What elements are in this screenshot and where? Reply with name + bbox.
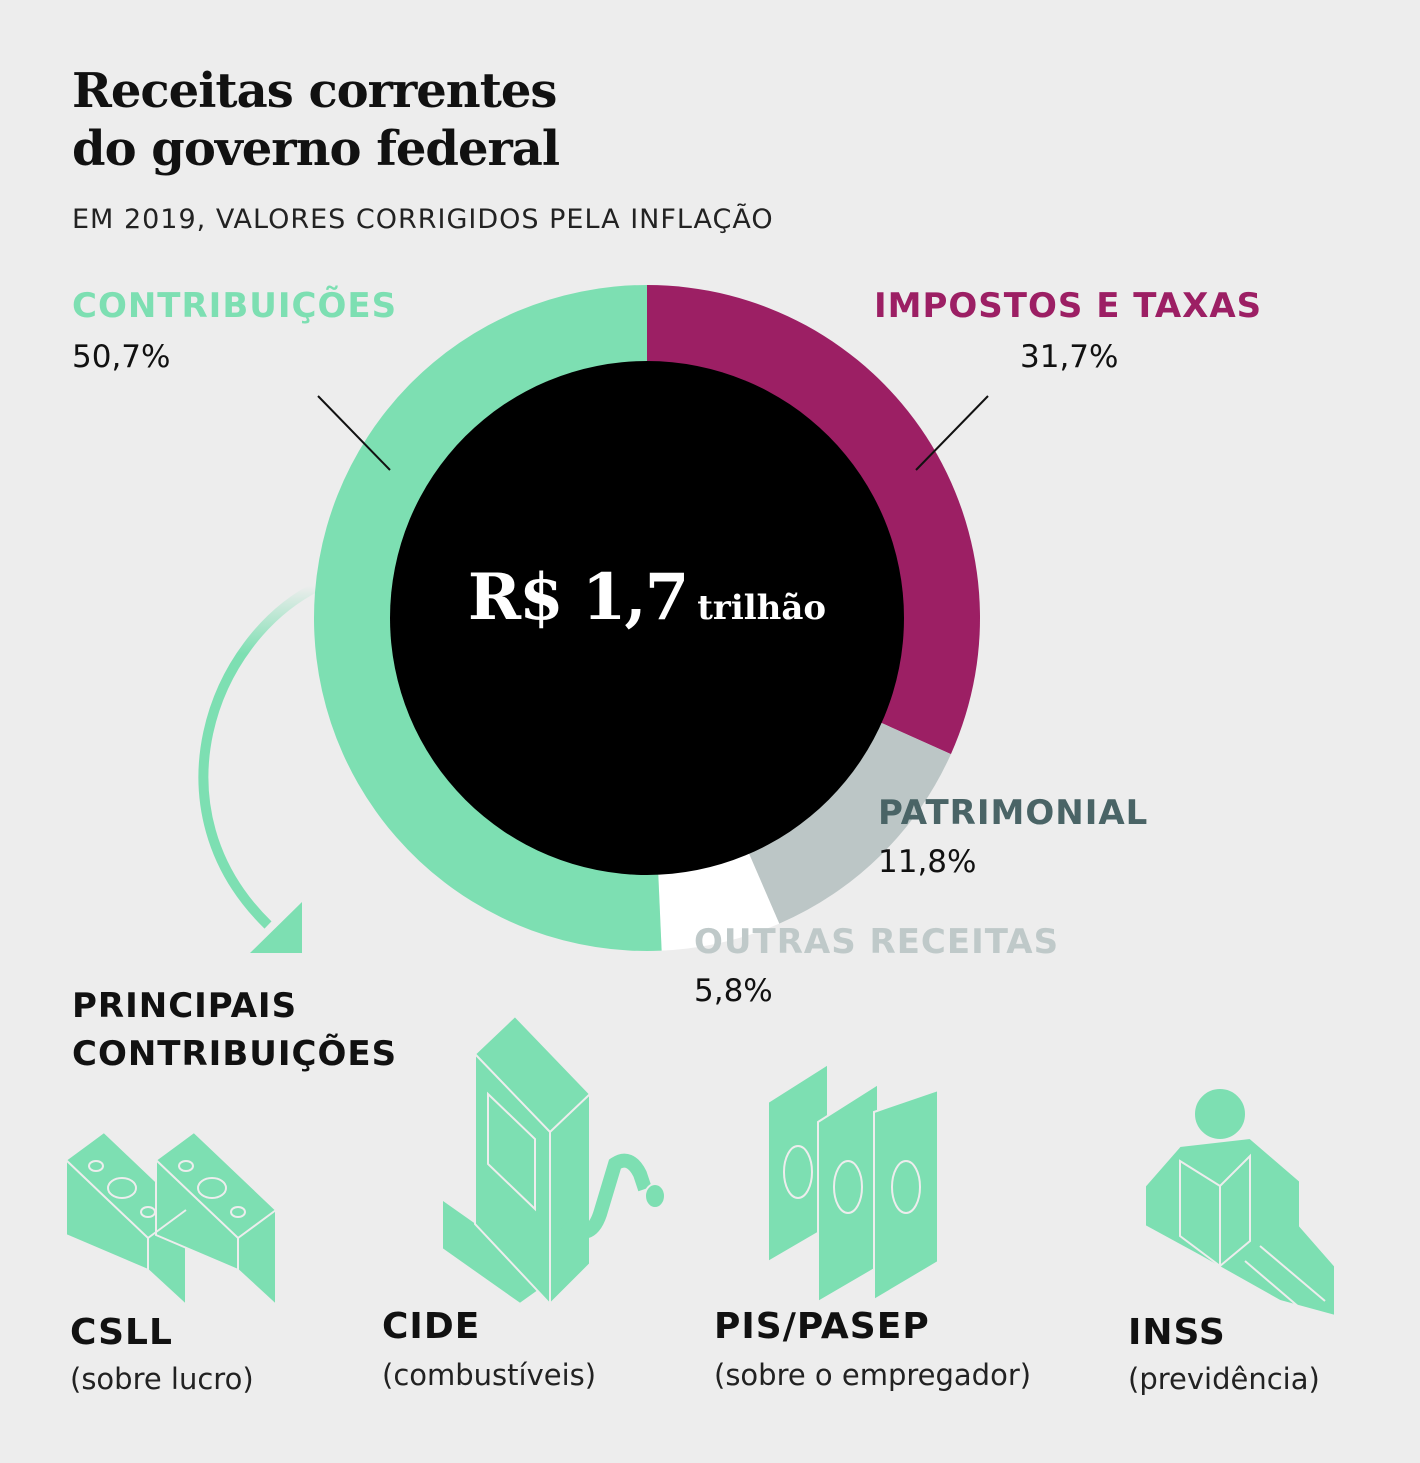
fuel-pump-icon — [441, 1014, 666, 1306]
chart-subtitle: EM 2019, VALORES CORRIGIDOS PELA INFLAÇÃ… — [72, 204, 774, 235]
arrow-head — [250, 902, 302, 953]
item-name-cide: CIDE — [382, 1306, 481, 1347]
retiree-icon — [1144, 1087, 1336, 1318]
leader-line-contribuicoes — [317, 395, 391, 471]
donut-center — [390, 361, 904, 875]
item-name-inss: INSS — [1128, 1312, 1226, 1353]
total-value: R$ 1,7 trilhão — [390, 560, 904, 635]
section-heading-line-2: CONTRIBUIÇÕES — [72, 1034, 398, 1074]
title-line-1: Receitas correntes — [72, 63, 557, 119]
money-bills-icon — [65, 1130, 277, 1308]
total-unit: trilhão — [697, 588, 827, 628]
item-desc-inss: (previdência) — [1128, 1362, 1320, 1396]
section-heading-line-1: PRINCIPAIS — [72, 986, 298, 1026]
pct-contribuicoes: 50,7% — [72, 339, 171, 375]
banknotes-icon — [767, 1062, 939, 1302]
item-desc-csll: (sobre lucro) — [70, 1362, 254, 1396]
title-line-2: do governo federal — [72, 121, 560, 177]
label-outras: OUTRAS RECEITAS — [694, 922, 1060, 962]
label-impostos: IMPOSTOS E TAXAS — [874, 286, 1263, 326]
label-contribuicoes: CONTRIBUIÇÕES — [72, 286, 398, 326]
pct-outras: 5,8% — [694, 973, 773, 1009]
item-name-pis-pasep: PIS/PASEP — [714, 1306, 930, 1347]
item-desc-pis-pasep: (sobre o empregador) — [714, 1358, 1032, 1392]
curved-arrow — [198, 581, 321, 929]
chart-title: Receitas correntes do governo federal — [72, 62, 560, 178]
leader-line-impostos — [915, 395, 989, 471]
item-desc-cide: (combustíveis) — [382, 1358, 597, 1392]
label-patrimonial: PATRIMONIAL — [878, 793, 1149, 833]
pct-patrimonial: 11,8% — [878, 844, 977, 880]
total-amount: R$ 1,7 — [467, 560, 689, 635]
pct-impostos: 31,7% — [1020, 339, 1119, 375]
item-name-csll: CSLL — [70, 1312, 173, 1353]
section-heading: PRINCIPAIS CONTRIBUIÇÕES — [72, 982, 397, 1078]
